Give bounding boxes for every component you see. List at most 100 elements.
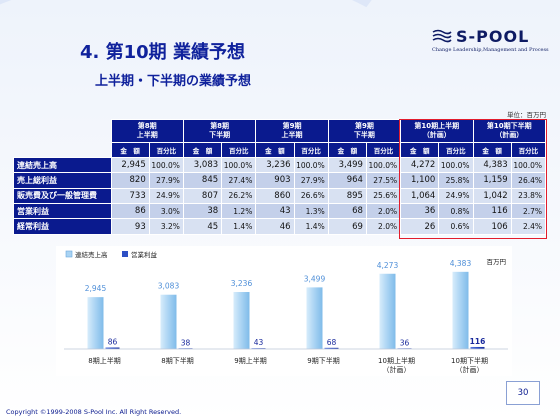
- page-subtitle: 上半期・下半期の業績予想: [95, 74, 252, 89]
- amount-cell: 895: [327, 187, 367, 205]
- ratio-cell: 0.6%: [438, 218, 474, 235]
- ratio-cell: 27.5%: [365, 172, 402, 189]
- x-tick-label: 8期下半期: [161, 356, 193, 365]
- ratio-cell: 1.2%: [221, 203, 257, 220]
- period-header-line2: 上半期: [136, 131, 158, 139]
- results-table: 第8期 上半期 第8期 下半期 第9期 上半期 第9期 下半期 第10期上半期 （計画） 第10期下…: [13, 119, 547, 235]
- amount-cell: 68: [327, 203, 367, 220]
- logo-text: S-POOL: [456, 27, 530, 46]
- amount-cell: 845: [182, 172, 223, 189]
- period-header-line2: 下半期: [209, 131, 231, 139]
- ratio-cell: 23.8%: [510, 187, 547, 205]
- ratio-cell: 27.9%: [293, 172, 329, 189]
- sales-bar: [306, 287, 323, 349]
- row-label: 連結売上高: [13, 156, 112, 174]
- x-tick-label: （計画）: [383, 365, 411, 374]
- amount-header: 金 額: [400, 142, 440, 158]
- sales-data-label: 2,945: [85, 284, 107, 293]
- table-corner: [14, 120, 112, 143]
- period-header-line2: （計画）: [495, 131, 524, 139]
- x-tick-label: 10期下半期: [451, 356, 488, 365]
- ratio-header: 百分比: [221, 142, 257, 158]
- x-tick-label: 9期下半期: [307, 356, 339, 365]
- amount-cell: 43: [255, 203, 295, 220]
- ratio-cell: 24.9%: [148, 187, 184, 205]
- amount-cell: 93: [110, 218, 150, 235]
- amount-cell: 807: [182, 187, 223, 205]
- period-header-line1: 第10期上半期: [414, 122, 460, 130]
- logo-tagline: Change Leadership,Management and Process: [432, 47, 549, 53]
- amount-cell: 903: [255, 172, 295, 189]
- amount-cell: 1,064: [400, 187, 440, 205]
- amount-cell: 3,236: [255, 156, 295, 174]
- table-row: 売上総利益 820 27.9% 845 27.4% 903 27.9% 964 27.5% 1,1…: [13, 172, 547, 189]
- amount-header: 金 額: [255, 142, 295, 158]
- amount-cell: 26: [400, 218, 440, 235]
- ratio-cell: 1.3%: [293, 203, 329, 220]
- unit-label: 単位：百万円: [507, 111, 546, 119]
- light-blue-square-icon: [65, 250, 73, 258]
- chart-panel: 連結売上高 営業利益 百万円 2,945 86 8期上半期 3,083 38 8期下半期 3,23…: [56, 246, 512, 376]
- amount-header: 金 額: [182, 142, 223, 158]
- amount-cell: 820: [110, 172, 150, 189]
- operating-profit-data-label: 38: [181, 338, 191, 347]
- period-header: 第9期 下半期: [327, 119, 402, 143]
- legend-label: 営業利益: [131, 250, 158, 259]
- ratio-cell: 100.0%: [510, 156, 547, 174]
- table-row: 販売費及び一般管理費 733 24.9% 807 26.2% 860 26.6% 895 25.…: [13, 187, 547, 205]
- table-row: 連結売上高 2,945 100.0% 3,083 100.0% 3,236 100.0% 3,…: [13, 156, 547, 174]
- amount-cell: 733: [110, 187, 150, 205]
- ratio-cell: 2.4%: [510, 218, 547, 235]
- dark-blue-square-icon: [122, 251, 128, 257]
- sales-data-label: 4,383: [450, 259, 472, 268]
- ratio-cell: 1.4%: [293, 218, 329, 235]
- x-tick-label: 8期上半期: [88, 356, 120, 365]
- sales-data-label: 3,236: [231, 279, 253, 288]
- ratio-cell: 2.0%: [365, 218, 402, 235]
- amount-cell: 116: [472, 203, 512, 220]
- sales-bar: [379, 273, 396, 349]
- period-header: 第9期 上半期: [255, 119, 329, 143]
- ratio-cell: 2.0%: [365, 203, 402, 220]
- sales-data-label: 3,499: [304, 274, 326, 283]
- period-header: 第8期 下半期: [182, 119, 257, 143]
- ratio-cell: 100.0%: [438, 156, 474, 174]
- operating-profit-data-label: 68: [327, 338, 337, 347]
- ratio-header: 百分比: [510, 142, 547, 158]
- legend-label: 連結売上高: [75, 250, 108, 259]
- amount-header: 金 額: [110, 142, 150, 158]
- period-header: 第10期上半期 （計画）: [400, 119, 474, 143]
- amount-cell: 46: [255, 218, 295, 235]
- period-header-line1: 第9期: [282, 122, 302, 130]
- table-header-row: 第8期 上半期 第8期 下半期 第9期 上半期 第9期 下半期 第10期上半期 （計画） 第10期下…: [14, 119, 546, 143]
- ratio-cell: 1.4%: [221, 218, 257, 235]
- ratio-cell: 0.8%: [438, 203, 474, 220]
- copyright: Copyright ©1999-2008 S-Pool Inc. All Rig…: [6, 408, 182, 416]
- sales-data-label: 4,273: [377, 261, 399, 270]
- amount-cell: 3,499: [327, 156, 367, 174]
- period-header-line1: 第8期: [137, 122, 157, 130]
- amount-header: 金 額: [327, 142, 367, 158]
- table-row: 経常利益 93 3.2% 45 1.4% 46 1.4% 69 2.0% 26 0.6% 106 2.4…: [13, 218, 547, 235]
- amount-cell: 38: [182, 203, 223, 220]
- amount-cell: 45: [182, 218, 223, 235]
- amount-cell: 964: [327, 172, 367, 189]
- operating-profit-data-label: 116: [470, 337, 486, 346]
- operating-profit-data-label: 43: [254, 338, 264, 347]
- ratio-cell: 26.4%: [510, 172, 547, 189]
- period-header-line2: 上半期: [281, 131, 303, 139]
- spool-wave-logo-icon: [432, 29, 452, 43]
- period-header-line1: 第8期: [210, 122, 230, 130]
- amount-cell: 4,272: [400, 156, 440, 174]
- ratio-cell: 24.9%: [438, 187, 474, 205]
- ratio-cell: 27.4%: [221, 172, 257, 189]
- period-header-line1: 第9期: [354, 122, 374, 130]
- table-row: 営業利益 86 3.0% 38 1.2% 43 1.3% 68 2.0% 36 0.8% 116 2.7…: [13, 203, 547, 220]
- ratio-cell: 26.2%: [221, 187, 257, 205]
- period-header-line1: 第10期下半期: [486, 122, 532, 130]
- amount-cell: 3,083: [182, 156, 223, 174]
- sales-bar: [87, 297, 104, 349]
- page-number-box: 30: [506, 381, 540, 405]
- ratio-cell: 100.0%: [293, 156, 329, 174]
